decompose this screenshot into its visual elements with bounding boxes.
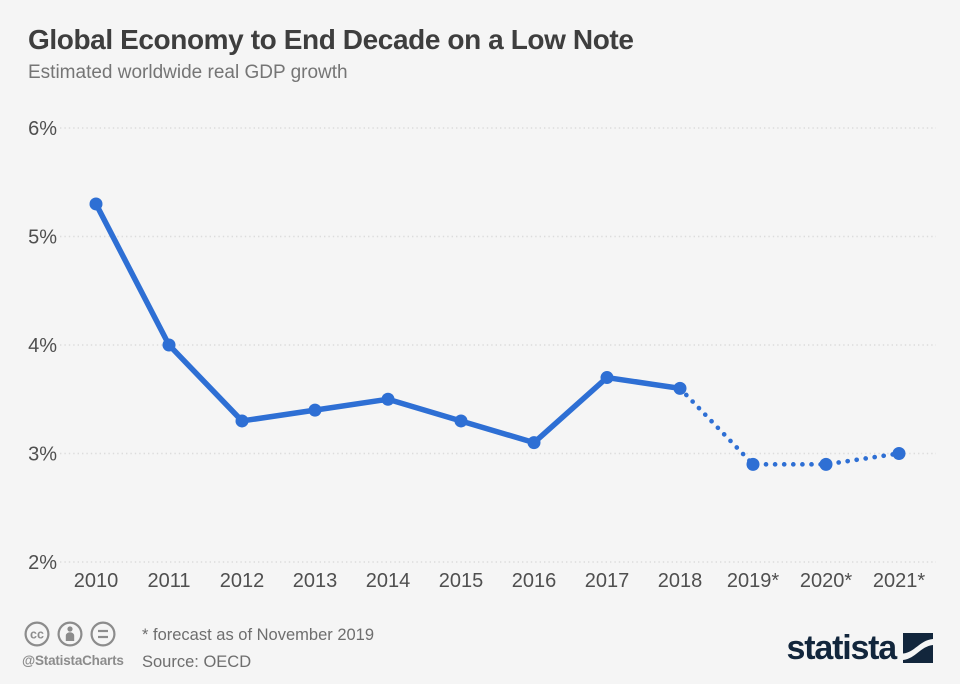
x-axis-tick-label: 2013 [293,570,338,592]
chart-subtitle: Estimated worldwide real GDP growth [28,62,348,83]
y-axis-tick-label: 2% [28,552,57,574]
data-point-2015 [454,414,468,428]
forecast-note: * forecast as of November 2019 [142,626,375,644]
chart-title: Global Economy to End Decade on a Low No… [28,24,634,55]
data-point-2010 [89,197,103,211]
x-axis-tick-label: 2021* [873,570,925,592]
data-point-2013 [308,403,322,417]
x-axis-tick-label: 2016 [512,570,557,592]
data-point-2021 [892,447,906,460]
creative-commons-icon: cc [24,621,50,647]
x-axis-tick-label: 2015 [439,570,484,592]
y-axis-tick-label: 5% [28,227,57,249]
data-point-2011 [162,338,176,352]
cc-license-icons[interactable]: cc [24,620,120,648]
statista-logo[interactable]: statista [787,631,933,665]
data-point-2017 [600,371,614,385]
y-axis-tick-label: 6% [28,118,57,140]
gdp-line-actual [93,201,683,446]
footnotes: * forecast as of November 2019 Source: O… [142,622,374,676]
x-axis-tick-label: 2011 [147,570,190,592]
data-point-2018 [673,381,687,395]
statista-logo-text: statista [786,629,898,667]
statista-logo-mark-icon [903,633,933,663]
statista-charts-handle[interactable]: @StatistaCharts [22,653,124,668]
x-axis-tick-label: 2010 [74,570,119,592]
x-axis-tick-label: 2018 [658,570,703,592]
data-point-2016 [527,436,541,450]
source-note: Source: OECD [142,653,252,671]
x-axis-tick-label: 2019* [727,570,779,592]
x-axis-tick-label: 2012 [220,570,265,592]
data-point-2012 [235,414,249,428]
y-axis-tick-label: 4% [28,335,57,357]
x-axis-tick-label: 2017 [585,570,630,592]
y-axis-tick-label: 3% [28,444,57,466]
data-point-2020 [819,457,833,471]
attribution-icon [57,621,83,647]
x-axis-tick-label: 2020* [800,570,852,592]
gdp-line-forecast [677,386,902,467]
equals-icon [90,621,116,647]
data-point-2019 [746,457,760,471]
x-axis-tick-label: 2014 [366,570,411,592]
svg-text:cc: cc [30,628,44,642]
data-point-2014 [381,392,395,406]
